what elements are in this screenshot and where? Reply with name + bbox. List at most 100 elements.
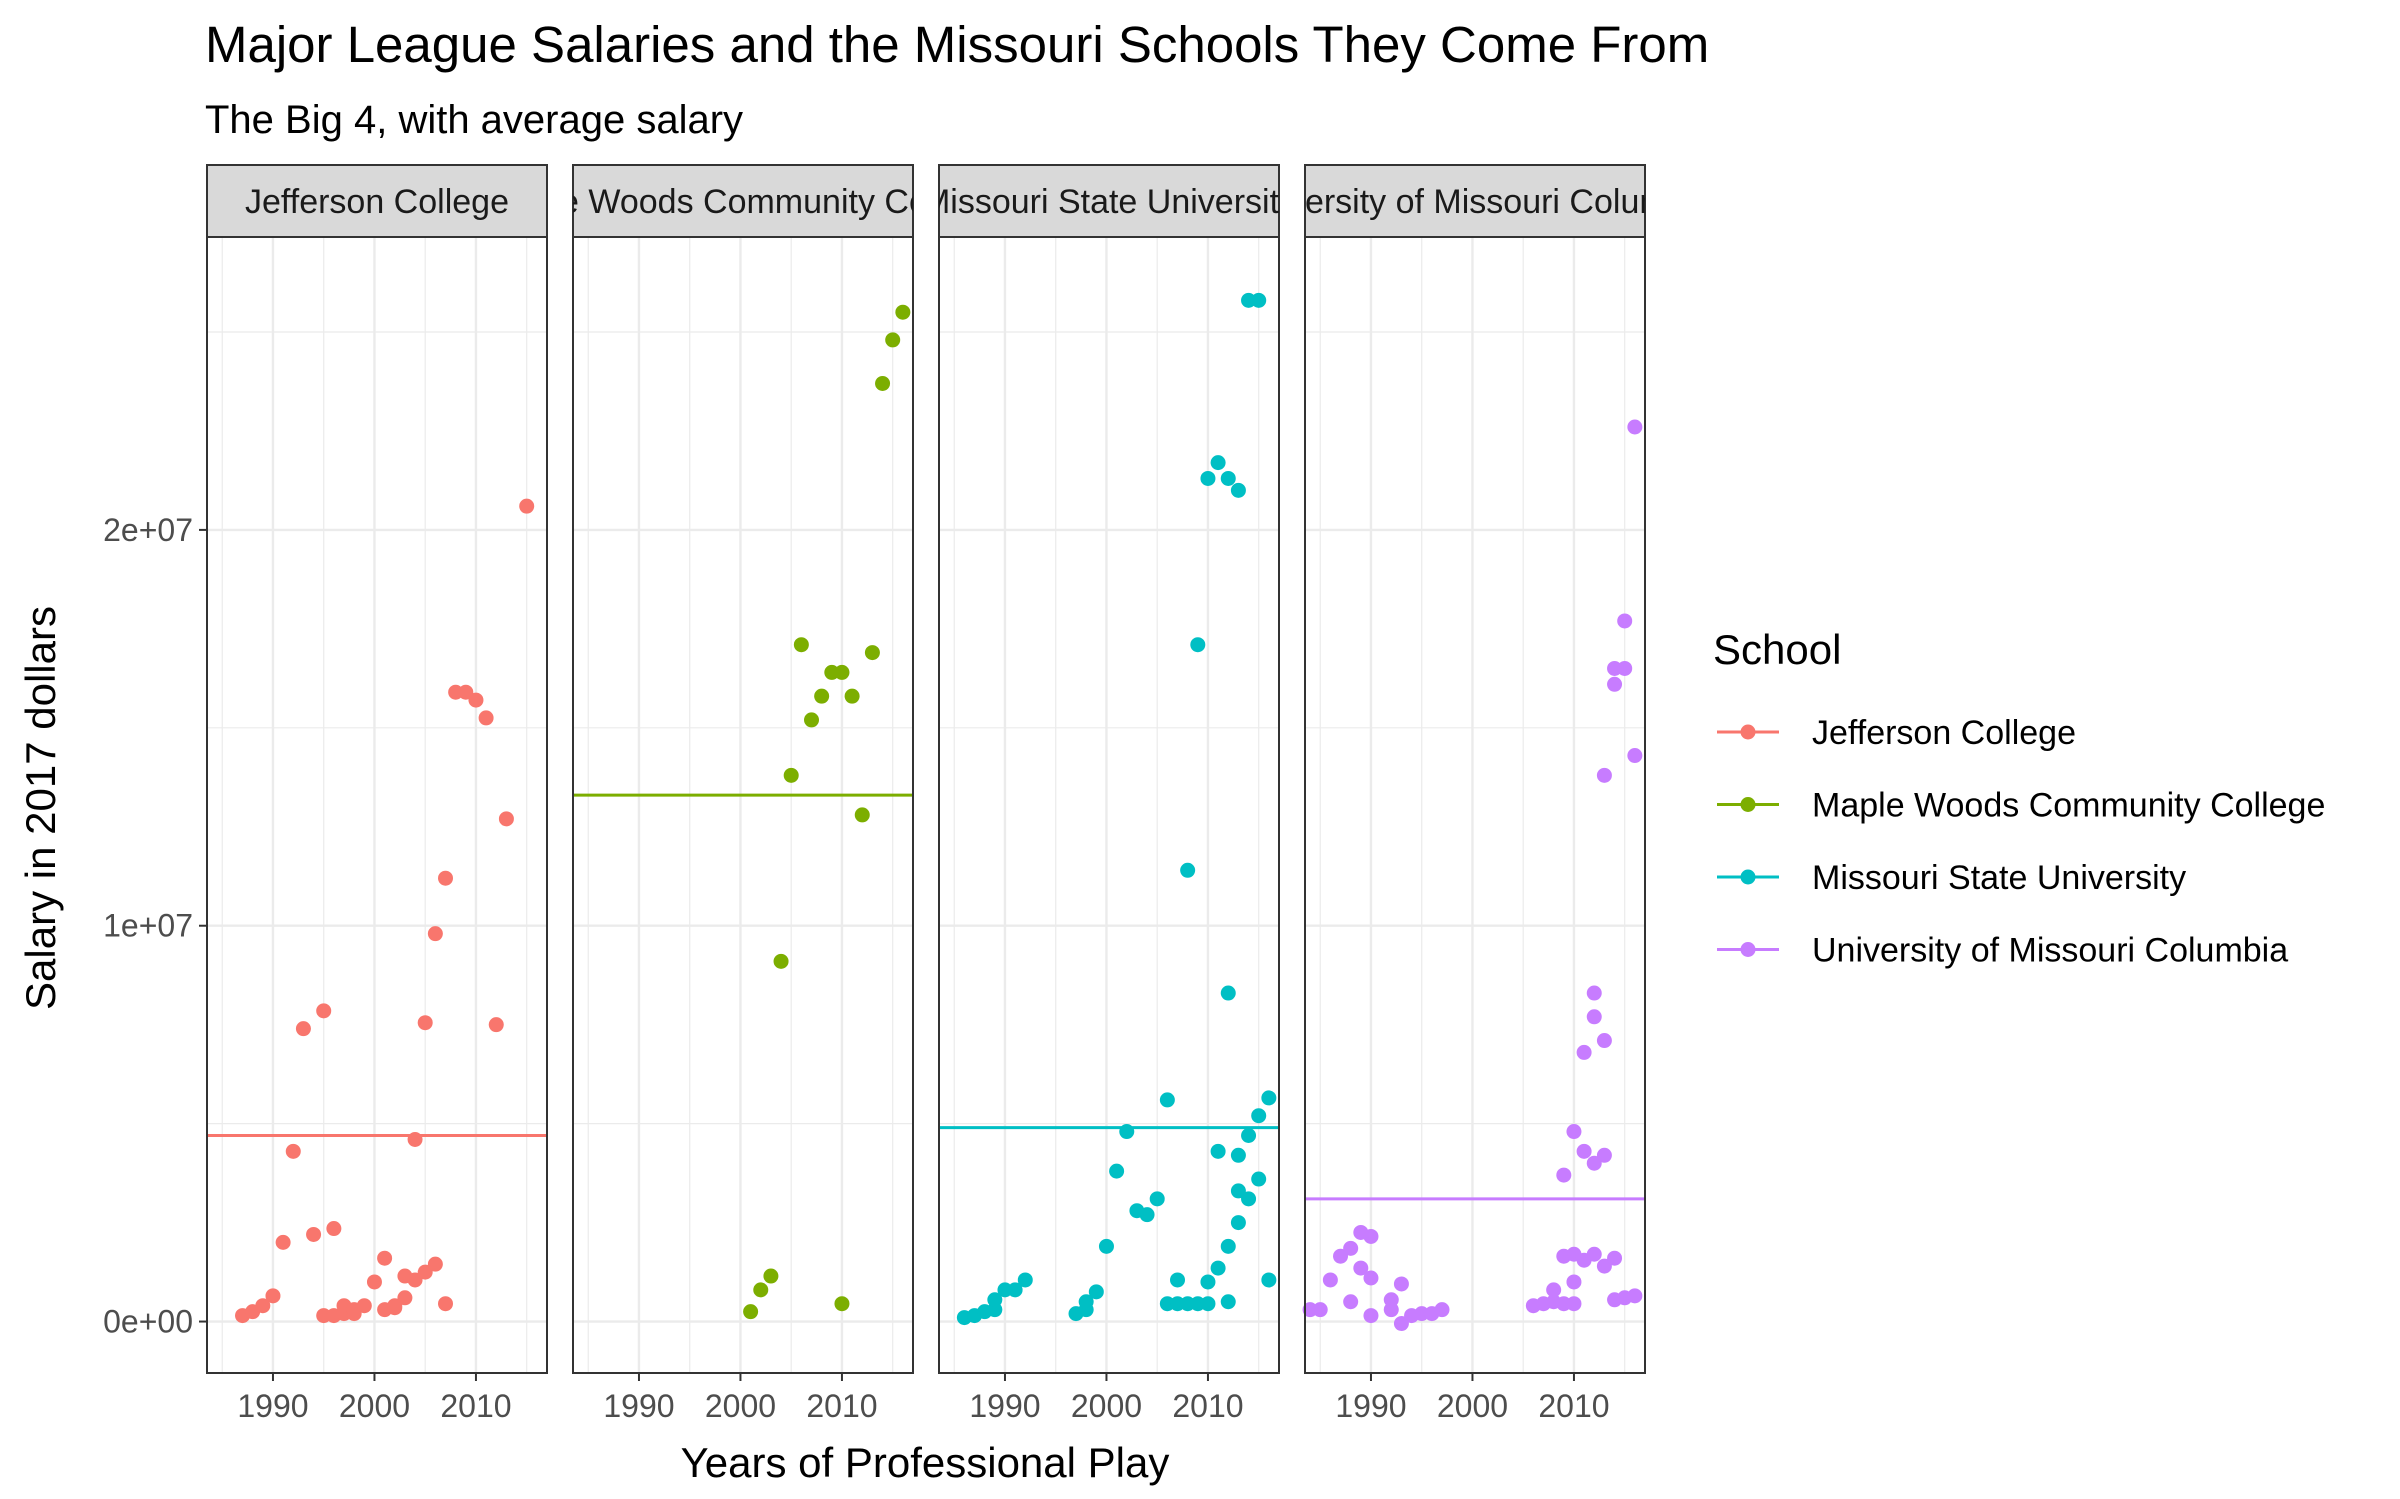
data-point <box>1180 862 1196 878</box>
data-point <box>1220 1238 1236 1254</box>
data-point <box>275 1234 291 1250</box>
data-point <box>844 688 860 704</box>
data-point <box>1261 1090 1277 1106</box>
data-point <box>1596 1147 1612 1163</box>
data-point <box>1596 1033 1612 1049</box>
x-tick-label: 2010 <box>440 1388 511 1424</box>
data-point <box>1170 1272 1186 1288</box>
facet-strip-label: Jefferson College <box>245 183 509 221</box>
x-tick-label: 1990 <box>969 1388 1040 1424</box>
data-point <box>1261 1272 1277 1288</box>
data-point <box>1576 1143 1592 1159</box>
data-point <box>1220 1294 1236 1310</box>
data-point <box>427 1256 443 1272</box>
data-point <box>1596 767 1612 783</box>
legend-entry: University of Missouri Columbia <box>1717 932 2288 970</box>
legend-entry: Maple Woods Community College <box>1717 787 2325 825</box>
data-point <box>1566 1124 1582 1140</box>
data-point <box>804 712 820 728</box>
facet-panel: University of Missouri Columbia 1990 2000 2… <box>1237 164 1713 1424</box>
facet-panel: Missouri State University 1990 2000 2010 <box>922 164 1296 1424</box>
data-point <box>1017 1272 1033 1288</box>
data-point <box>1119 1124 1135 1140</box>
data-point <box>854 807 870 823</box>
y-axis-title: Salary in 2017 dollars <box>17 606 64 1010</box>
data-point <box>1322 1272 1338 1288</box>
facet-strip <box>206 164 548 238</box>
panel-background <box>207 237 547 1373</box>
data-point <box>783 767 799 783</box>
data-point <box>295 1021 311 1037</box>
data-point <box>1159 1092 1175 1108</box>
data-point <box>1210 455 1226 471</box>
legend-key-point <box>1740 869 1756 885</box>
x-tick-label: 1990 <box>237 1388 308 1424</box>
data-point <box>519 498 535 514</box>
legend-entry: Jefferson College <box>1717 714 2076 752</box>
data-point <box>1383 1292 1399 1308</box>
x-tick-label: 1990 <box>603 1388 674 1424</box>
facet-panel: Jefferson College 1990 2000 2010 <box>206 164 548 1424</box>
data-point <box>1220 985 1236 1001</box>
legend-entry: Missouri State University <box>1717 859 2186 897</box>
panel-border <box>1304 236 1646 1374</box>
x-axis-title: Years of Professional Play <box>681 1439 1170 1486</box>
data-point <box>1251 1171 1267 1187</box>
data-point <box>1007 1282 1023 1298</box>
data-point <box>1607 1250 1623 1266</box>
facet-panel: Maple Woods Community College 1990 2000 201… <box>572 164 914 1424</box>
y-tick-label: 0e+00 <box>103 1304 193 1340</box>
data-point <box>875 375 891 391</box>
legend-label: Maple Woods Community College <box>1812 787 2325 825</box>
legend-key-point <box>1740 797 1756 812</box>
facet-strip-label: University of Missouri Columbia <box>1237 183 1713 221</box>
data-point <box>793 637 809 653</box>
panel-background <box>939 237 1279 1373</box>
facet-strip <box>1304 164 1646 238</box>
data-point <box>1627 748 1643 764</box>
y-axis: 0e+00 1e+07 2e+07 <box>103 512 207 1340</box>
legend: School Jefferson College Maple Woods Comm… <box>1713 626 2325 970</box>
chart-subtitle: The Big 4, with average salary <box>205 98 743 142</box>
data-point <box>1312 1302 1328 1318</box>
data-point <box>498 811 514 827</box>
data-point <box>438 1296 454 1312</box>
y-tick-label: 2e+07 <box>103 512 193 548</box>
data-point <box>895 304 911 320</box>
data-point <box>743 1304 759 1320</box>
data-point <box>1596 1258 1612 1274</box>
data-point <box>1617 660 1633 676</box>
data-point <box>1200 470 1216 486</box>
data-point <box>1607 676 1623 692</box>
x-tick-label: 2000 <box>1071 1388 1142 1424</box>
facet-strip-label: Missouri State University <box>922 183 1296 221</box>
data-point <box>1363 1270 1379 1286</box>
data-point <box>1241 1191 1257 1207</box>
facet-strip <box>938 164 1280 238</box>
data-point <box>834 664 850 680</box>
data-point <box>356 1298 372 1314</box>
x-tick-label: 2010 <box>1172 1388 1243 1424</box>
data-point <box>1627 1288 1643 1304</box>
data-point <box>1088 1284 1104 1300</box>
data-point <box>1190 637 1206 653</box>
data-point <box>1333 1248 1349 1264</box>
data-point <box>1566 1296 1582 1312</box>
legend-label: Missouri State University <box>1812 859 2186 897</box>
data-point <box>326 1221 342 1237</box>
data-point <box>1586 1155 1602 1171</box>
data-point <box>488 1017 504 1033</box>
data-point <box>417 1264 433 1280</box>
y-tick-label: 1e+07 <box>103 908 193 944</box>
data-point <box>1139 1207 1155 1223</box>
data-point <box>1586 1246 1602 1262</box>
data-point <box>387 1298 403 1314</box>
legend-key-point <box>1740 724 1756 740</box>
x-tick-label: 2000 <box>705 1388 776 1424</box>
data-point <box>1353 1260 1369 1276</box>
data-point <box>1210 1143 1226 1159</box>
data-point <box>255 1298 271 1314</box>
data-point <box>1586 1009 1602 1025</box>
data-point <box>834 1296 850 1312</box>
